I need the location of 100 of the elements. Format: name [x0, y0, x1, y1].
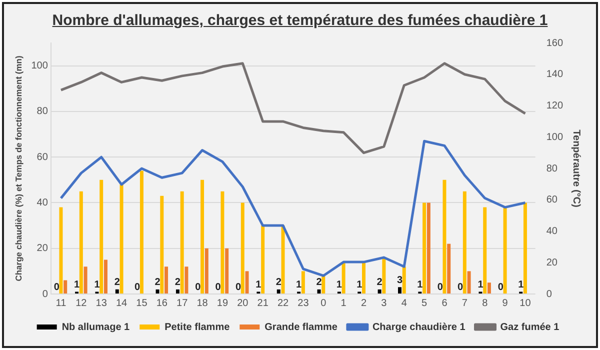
bar: [240, 202, 244, 294]
bar: [442, 180, 446, 294]
y2-tick-label: 140: [546, 69, 564, 80]
y2-tick-label: 20: [546, 257, 558, 268]
data-label: 1: [356, 279, 363, 290]
x-tick-label: 20: [237, 298, 249, 309]
bar: [398, 287, 402, 294]
bar: [115, 289, 119, 294]
x-tick-label: 5: [422, 298, 428, 309]
bar: [104, 260, 108, 294]
bar: [204, 248, 208, 294]
data-label: 0: [54, 282, 60, 293]
bar: [402, 266, 406, 294]
bar: [59, 207, 63, 294]
x-tick-label: 21: [257, 298, 269, 309]
bar: [523, 202, 527, 294]
legend-label: Petite flamme: [164, 322, 230, 333]
bar: [184, 266, 188, 294]
bar: [140, 170, 144, 294]
bar: [225, 248, 229, 294]
y-tick-label: 80: [36, 106, 48, 118]
bar: [164, 266, 168, 294]
x-tick-label: 19: [216, 298, 228, 309]
x-tick-label: 6: [442, 298, 448, 309]
bar: [64, 280, 68, 294]
bar: [317, 289, 321, 294]
bar: [503, 207, 507, 294]
y2-tick-label: 60: [546, 194, 558, 206]
data-label: 0: [437, 282, 444, 293]
bar: [84, 266, 88, 294]
chart-title: Nombre d'allumages, charges et température des fumées chaudière 1: [51, 12, 549, 29]
data-label: 0: [215, 282, 222, 293]
data-label: 2: [316, 277, 322, 288]
bar: [378, 289, 382, 294]
y2-tick-label: 120: [546, 100, 564, 112]
bar: [487, 282, 491, 294]
data-label: 1: [417, 279, 424, 290]
bar: [156, 289, 160, 294]
data-label: 1: [518, 279, 524, 290]
bar: [220, 191, 224, 294]
data-label: 1: [74, 279, 80, 290]
x-tick-label: 12: [76, 298, 88, 309]
x-tick-label: 16: [156, 298, 168, 309]
bar: [362, 262, 366, 294]
x-tick-label: 22: [277, 298, 290, 309]
data-label: 2: [114, 277, 120, 288]
x-tick-label: 10: [520, 298, 532, 309]
x-tick-label: 11: [56, 298, 67, 309]
y2-tick-label: 80: [546, 163, 558, 174]
x-tick-label: 7: [462, 298, 468, 309]
bar: [180, 191, 184, 294]
data-label: 1: [94, 279, 100, 290]
data-label: 0: [134, 282, 141, 293]
data-label: 2: [154, 277, 161, 288]
data-label: 2: [174, 277, 181, 288]
bar: [176, 289, 180, 294]
legend-label: Gaz fumée 1: [500, 322, 560, 333]
x-tick-label: 14: [116, 298, 128, 309]
data-label: 2: [276, 277, 282, 288]
x-tick-label: 1: [340, 298, 347, 309]
y-tick-label: 20: [36, 243, 48, 254]
data-label: 0: [458, 282, 464, 293]
bar: [447, 244, 451, 294]
bar: [160, 196, 164, 294]
x-tick-label: 9: [502, 298, 508, 309]
data-label: 0: [498, 282, 504, 293]
data-label: 2: [376, 277, 383, 288]
bar: [100, 180, 104, 294]
x-tick-label: 0: [320, 298, 327, 309]
bar: [342, 262, 346, 294]
bar: [426, 202, 430, 294]
data-label: 1: [296, 279, 302, 290]
x-tick-label: 17: [176, 298, 188, 309]
bar: [422, 202, 426, 294]
bar: [462, 191, 466, 294]
bar: [281, 226, 285, 294]
y2-tick-label: 100: [546, 132, 564, 143]
bar: [79, 191, 83, 294]
x-tick-label: 18: [196, 298, 208, 309]
legend-label: Nb allumage 1: [62, 322, 130, 333]
x-tick-label: 4: [401, 298, 408, 309]
bar: [200, 180, 204, 294]
y2-tick-label: 40: [546, 226, 558, 237]
y2-tick-label: 160: [546, 38, 564, 49]
data-label: 1: [336, 279, 342, 290]
data-label: 3: [396, 274, 403, 286]
data-label: 0: [195, 282, 202, 293]
x-tick-label: 2: [360, 298, 367, 309]
bar: [322, 276, 326, 294]
bar: [120, 184, 124, 294]
bar: [301, 271, 305, 294]
bar: [261, 226, 265, 294]
x-tick-label: 8: [482, 298, 488, 309]
data-label: 1: [478, 279, 484, 290]
data-label: 1: [256, 279, 262, 290]
y2-axis-title: Tenpérautre (°C): [570, 130, 582, 208]
data-label: 0: [235, 282, 242, 293]
bar: [276, 289, 280, 294]
bar: [245, 271, 249, 294]
y-axis-title: Charge chaudière (%) et Temps de fonctionnement (mn): [13, 56, 24, 282]
